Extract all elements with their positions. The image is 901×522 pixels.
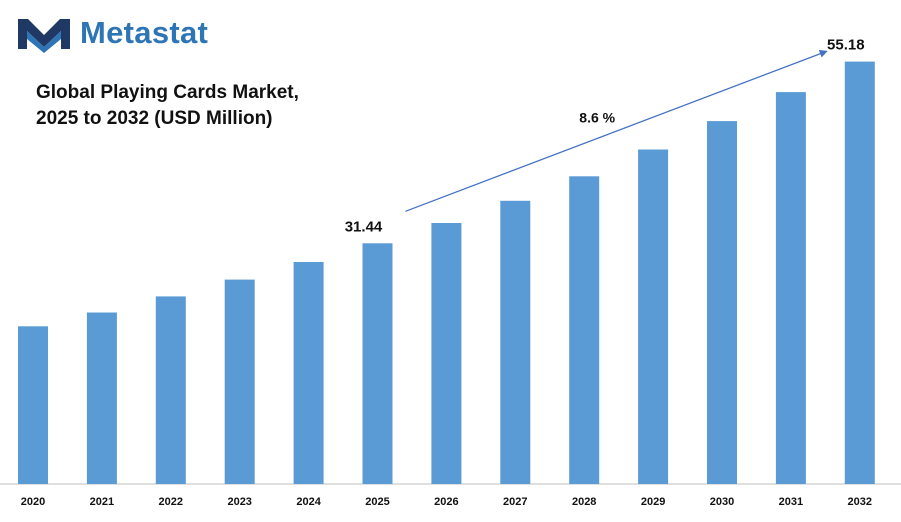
x-tick-label-2032: 2032 — [848, 496, 872, 508]
x-tick-label-2023: 2023 — [227, 496, 251, 508]
x-tick-label-2022: 2022 — [159, 496, 183, 508]
chart-title-line1: Global Playing Cards Market, — [36, 82, 299, 103]
bar-2022 — [155, 296, 186, 484]
x-tick-label-2020: 2020 — [21, 496, 45, 508]
data-label-2025: 31.44 — [345, 218, 383, 235]
x-tick-label-2029: 2029 — [641, 496, 665, 508]
x-tick-label-2030: 2030 — [710, 496, 734, 508]
x-tick-label-2027: 2027 — [503, 496, 527, 508]
data-label-2032: 55.18 — [827, 37, 865, 54]
bar-2032 — [844, 61, 875, 484]
bar-2021 — [86, 312, 117, 484]
bar-2027 — [500, 200, 531, 485]
x-tick-label-2021: 2021 — [90, 496, 114, 508]
growth-arrow — [405, 49, 828, 212]
bar-2026 — [431, 223, 462, 484]
bar-2020 — [18, 326, 48, 484]
x-tick-label-2024: 2024 — [296, 496, 321, 508]
x-tick-label-2025: 2025 — [365, 496, 389, 508]
bar-2025 — [362, 243, 393, 484]
bar-2030 — [707, 121, 737, 484]
metastat-m-logo-icon — [18, 19, 70, 53]
chart-title-line2: 2025 to 2032 (USD Million) — [36, 108, 273, 129]
chart-title: Global Playing Cards Market, 2025 to 203… — [36, 80, 336, 132]
x-tick-label-2031: 2031 — [779, 496, 803, 508]
x-tick-label-2026: 2026 — [434, 496, 458, 508]
brand: Metastat — [14, 10, 208, 56]
x-tick-label-2028: 2028 — [572, 496, 596, 508]
bar-2023 — [224, 279, 255, 484]
bar-2029 — [638, 149, 669, 484]
growth-rate-label: 8.6 % — [579, 110, 615, 126]
bar-2031 — [775, 92, 806, 484]
bar-2028 — [569, 176, 600, 485]
bar-2024 — [293, 262, 324, 484]
brand-name: Metastat — [80, 15, 209, 50]
